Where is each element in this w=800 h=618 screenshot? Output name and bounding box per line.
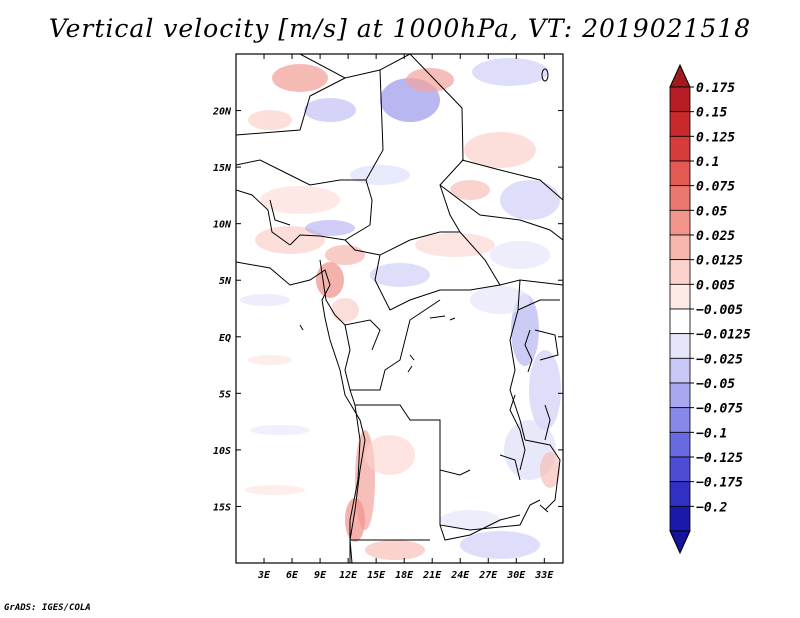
colorbar-segment xyxy=(669,185,691,211)
lat-tick-label: 5S xyxy=(219,389,231,400)
colorbar-label: −0.075 xyxy=(696,402,743,417)
lon-tick-label: 30E xyxy=(506,570,526,581)
lon-tick-label: 6E xyxy=(286,570,299,581)
colorbar-segment xyxy=(669,111,691,137)
colorbar-segment xyxy=(669,456,691,483)
country-borders xyxy=(236,54,563,563)
map-title: Vertical velocity [m/s] at 1000hPa, VT: … xyxy=(48,14,752,43)
lat-tick-label: 5N xyxy=(219,276,232,287)
lat-tick-label: 10N xyxy=(213,220,232,231)
colorbar-segment xyxy=(669,431,691,458)
colorbar-label: 0.05 xyxy=(696,204,727,219)
lat-tick-label: 20N xyxy=(212,107,232,118)
lon-tick-label: 3E xyxy=(257,570,271,581)
colorbar-label: −0.2 xyxy=(696,500,727,515)
colorbar-segment xyxy=(669,135,691,162)
lat-tick-label: 15N xyxy=(213,163,232,174)
latitude-ticks: 20N 15N 10N 5N EQ 5S 10S 15S xyxy=(212,107,563,513)
lat-tick-label: 10S xyxy=(213,446,231,457)
colorbar-segment xyxy=(669,86,691,113)
colorbar-segment xyxy=(669,160,691,187)
lat-tick-label: 15S xyxy=(213,502,231,513)
map-frame xyxy=(235,53,564,564)
colorbar-segment xyxy=(669,481,691,507)
colorbar-label: 0.025 xyxy=(696,229,735,244)
field-patches xyxy=(240,58,561,560)
lon-tick-label: 21E xyxy=(422,570,442,581)
colorbar-top-arrow xyxy=(669,63,691,88)
longitude-ticks: 3E 6E 9E 12E 15E 18E 21E 24E 27E 30E 33E xyxy=(257,54,554,581)
colorbar-label: −0.0125 xyxy=(696,328,751,343)
colorbar-segment xyxy=(669,357,691,384)
lon-tick-label: 18E xyxy=(395,570,414,581)
colorbar-segment xyxy=(669,259,691,285)
lon-tick-label: 15E xyxy=(367,570,386,581)
colorbar-label: −0.005 xyxy=(696,303,743,318)
colorbar-segment xyxy=(669,308,691,335)
colorbar-segment xyxy=(669,234,691,261)
lon-tick-label: 24E xyxy=(450,570,470,581)
colorbar-label: 0.005 xyxy=(696,278,735,293)
colorbar-label: 0.0125 xyxy=(696,254,743,269)
colorbar-label: 0.075 xyxy=(696,180,735,195)
lon-tick-label: 9E xyxy=(314,570,327,581)
vertical-velocity-field xyxy=(236,54,563,563)
lat-tick-label: EQ xyxy=(219,333,231,344)
lon-tick-label: 12E xyxy=(339,570,358,581)
colorbar-segment xyxy=(669,407,691,433)
colorbar: 0.175 0.15 0.125 0.1 0.075 0.05 0.025 0.0125 0.0… xyxy=(669,63,751,555)
colorbar-label: −0.125 xyxy=(696,451,743,466)
colorbar-label: 0.175 xyxy=(696,81,735,96)
colorbar-segment xyxy=(669,382,691,409)
colorbar-bottom-arrow xyxy=(669,530,691,555)
colorbar-label: −0.1 xyxy=(696,426,727,441)
grads-credit: GrADS: IGES/COLA xyxy=(4,603,91,613)
colorbar-label: −0.05 xyxy=(696,377,735,392)
colorbar-label: −0.025 xyxy=(696,352,743,367)
lon-tick-label: 27E xyxy=(478,570,498,581)
colorbar-label: −0.175 xyxy=(696,476,743,491)
lon-tick-label: 33E xyxy=(534,570,554,581)
colorbar-segment xyxy=(669,209,691,236)
colorbar-label: 0.1 xyxy=(696,155,719,170)
colorbar-segment xyxy=(669,283,691,310)
colorbar-segment xyxy=(669,333,691,359)
colorbar-label: 0.125 xyxy=(696,130,735,145)
colorbar-segment xyxy=(669,505,691,532)
colorbar-label: 0.15 xyxy=(696,106,727,121)
